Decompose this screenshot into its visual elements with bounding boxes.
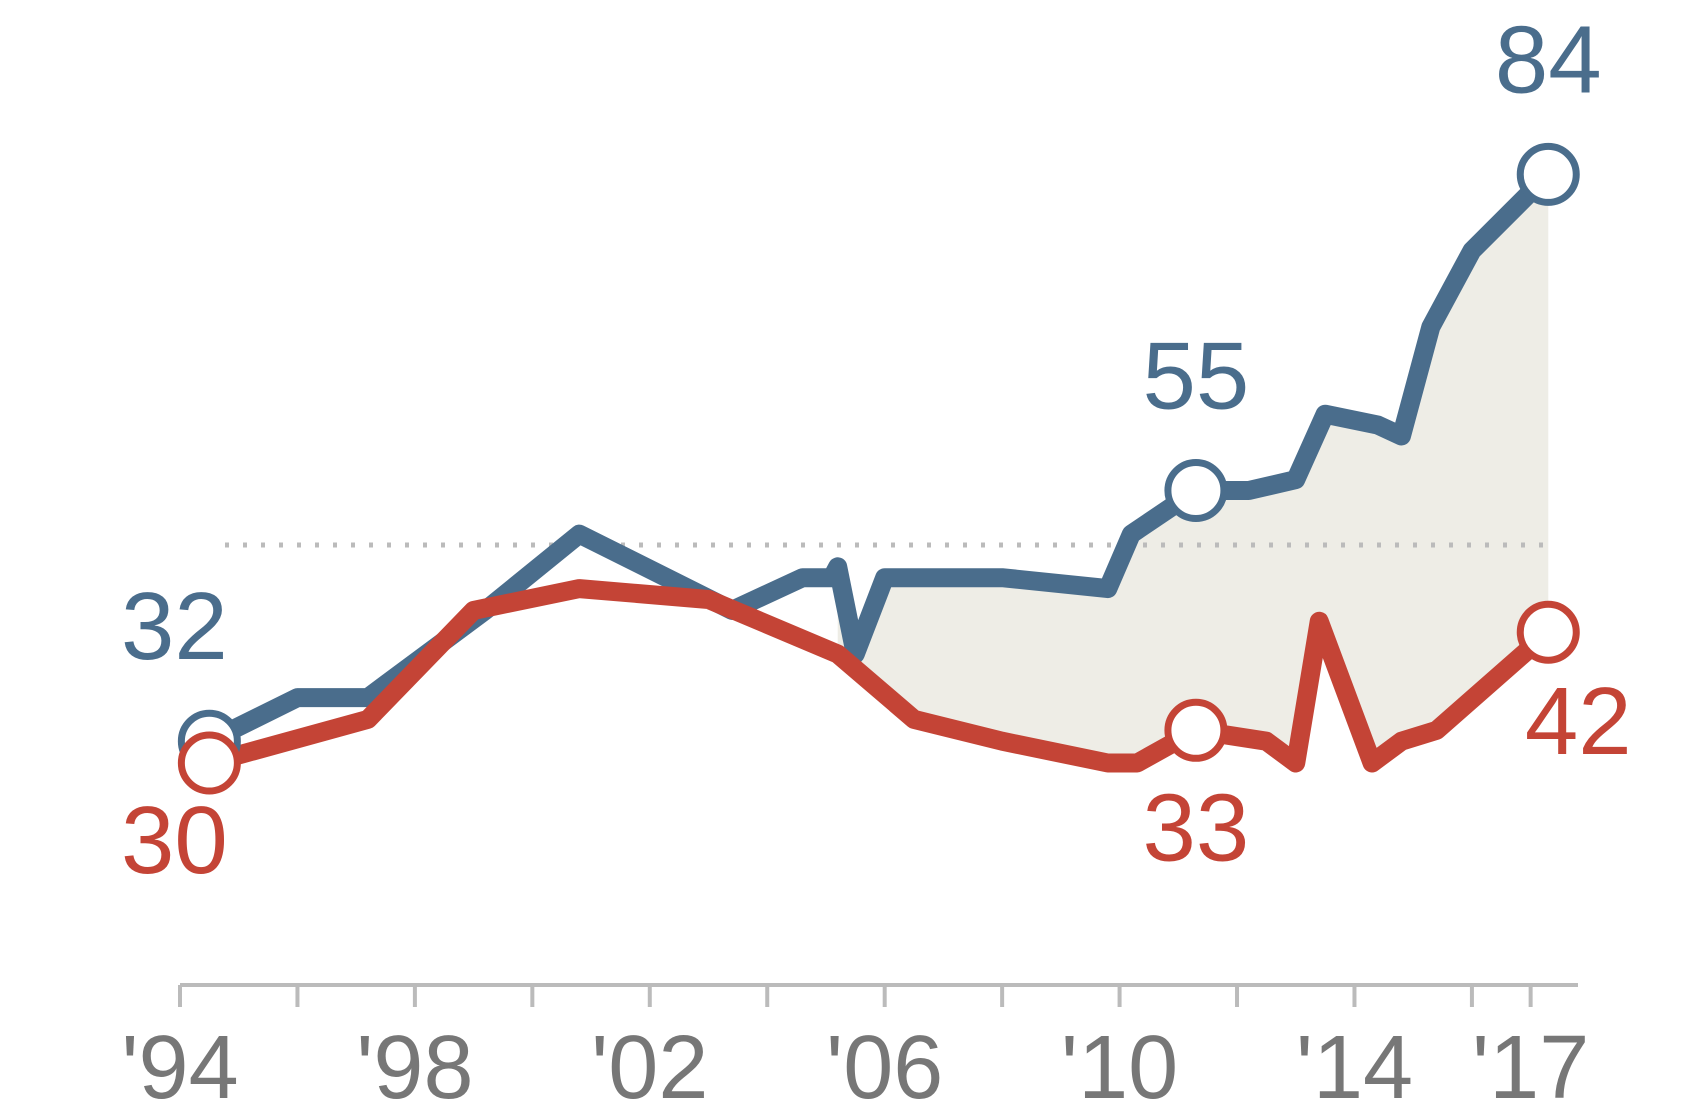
x-tick-label-4: '06: [826, 1018, 943, 1108]
series-1-line: [199, 164, 1558, 751]
series-2-marker-3: [1516, 600, 1580, 664]
series-2-line: [199, 579, 1558, 773]
data-labels-layer: 32 55 84 30 33 42: [121, 6, 1632, 894]
x-tick-label-2: '98: [356, 1018, 473, 1108]
x-tick-label-5: '10: [1061, 1018, 1178, 1108]
gap-shading-layer: [837, 174, 1549, 763]
series-2-marker-2: [1164, 698, 1228, 762]
x-tick-label-7: '17: [1472, 1018, 1589, 1108]
gap-shading: [837, 174, 1549, 763]
series-2-marker-1: [177, 731, 241, 795]
series-1-data-label-2: 55: [1143, 323, 1250, 430]
series-1-marker-2: [1164, 459, 1228, 522]
series-lines-layer: [199, 164, 1558, 773]
x-tick-label-3: '02: [591, 1018, 708, 1108]
x-tick-label-6: '14: [1296, 1018, 1413, 1108]
series-2-data-label-1: 30: [121, 787, 228, 894]
x-axis: '94 '98 '02 '06 '10 '14 '17: [121, 983, 1589, 1108]
series-1-data-label-1: 32: [121, 573, 228, 680]
series-markers-layer: [177, 142, 1580, 795]
series-2-data-label-2: 33: [1143, 774, 1250, 881]
x-tick-label-1: '94: [121, 1018, 238, 1108]
series-1-marker-3: [1516, 142, 1580, 206]
series-1-data-label-3: 84: [1495, 6, 1602, 113]
series-2-data-label-3: 42: [1525, 668, 1632, 775]
